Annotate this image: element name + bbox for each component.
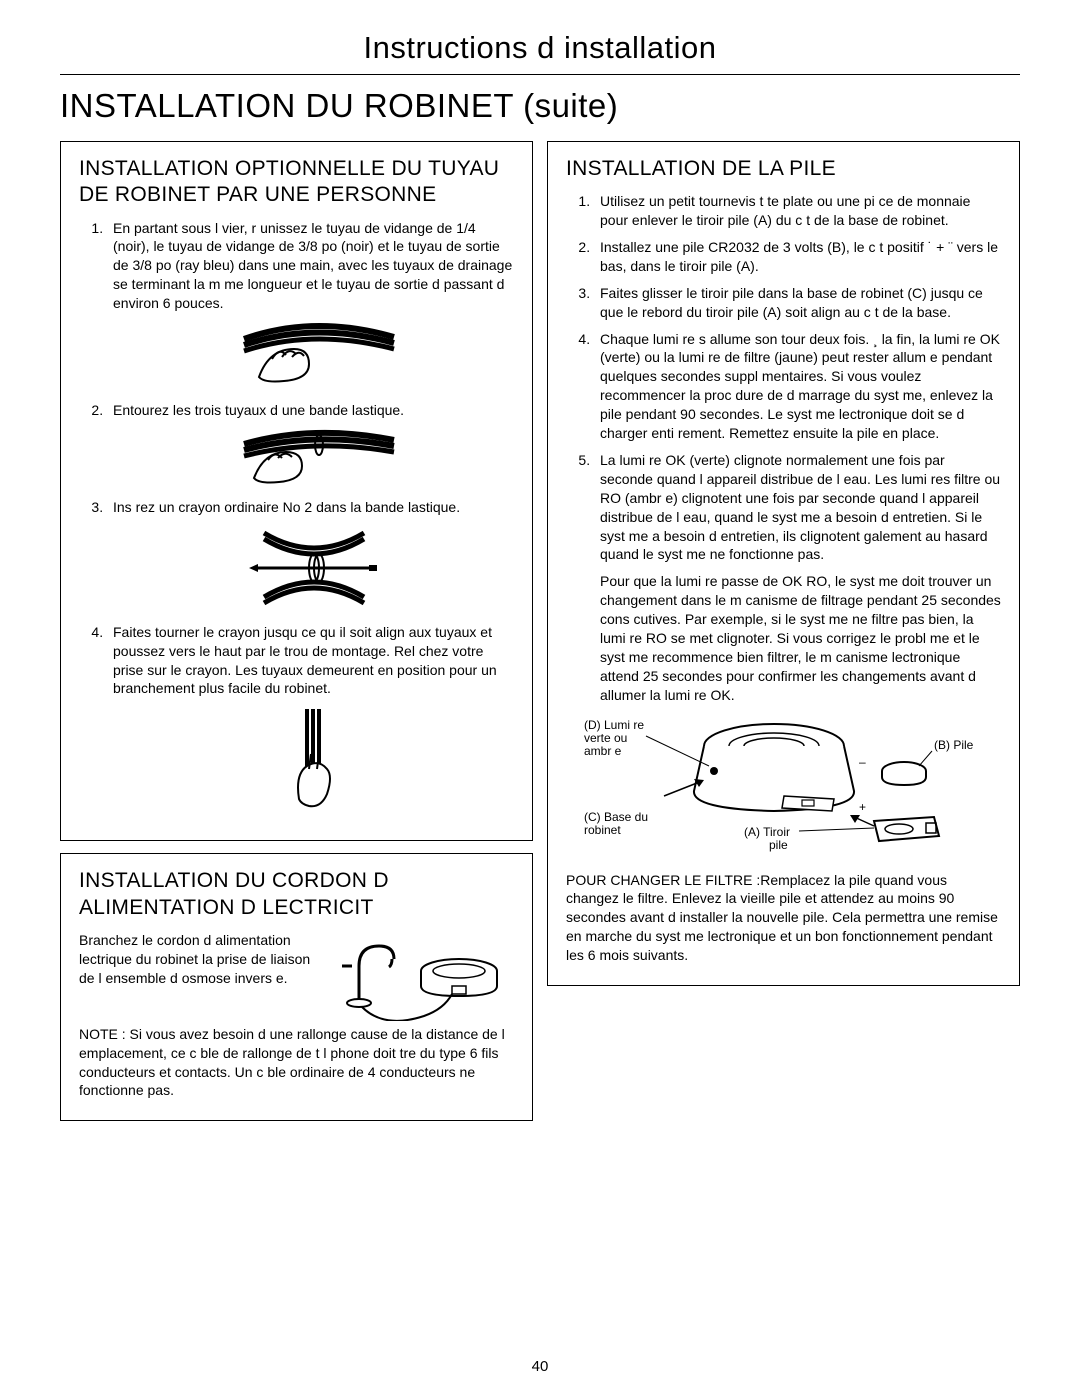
left-column: INSTALLATION OPTIONNELLE DU TUYAU DE ROB… [60, 141, 533, 1121]
svg-text:–: – [859, 755, 866, 769]
step-item: En partant sous l vier, r unissez le tuy… [107, 219, 514, 391]
step-list: En partant sous l vier, r unissez le tuy… [79, 219, 514, 815]
step-item: Chaque lumi re s allume son tour deux fo… [594, 330, 1001, 443]
box-title: INSTALLATION DE LA PILE [566, 156, 1001, 182]
label-d: (D) Lumi re verte ou ambr e [584, 718, 647, 758]
page-header-title: Instructions d installation [60, 30, 1020, 66]
box-optional-hose-install: INSTALLATION OPTIONNELLE DU TUYAU DE ROB… [60, 141, 533, 841]
step-text: Entourez les trois tuyaux d une bande la… [113, 402, 404, 418]
step-text: Faites tourner le crayon jusqu ce qu il … [113, 624, 497, 697]
pencil-band-illustration [234, 523, 394, 613]
battery-base-diagram: – + (D) Lumi re verte ou ambr e (B) Pile… [574, 711, 994, 861]
cord-paragraph: Branchez le cordon d alimentation lectri… [79, 931, 322, 988]
label-c: (C) Base du robinet [584, 810, 651, 837]
hand-push-illustration [269, 704, 359, 814]
step-item: Installez une pile CR2032 de 3 volts (B)… [594, 238, 1001, 276]
extra-paragraph: Pour que la lumi re passe de OK RO, le s… [600, 572, 1001, 704]
step-item: Faites glisser le tiroir pile dans la ba… [594, 284, 1001, 322]
cord-note: NOTE : Si vous avez besoin d une rallong… [79, 1025, 514, 1101]
main-section-title: INSTALLATION DU ROBINET (suite) [60, 87, 1020, 125]
hand-tubes-illustration-2 [224, 426, 404, 488]
step-item: Utilisez un petit tournevis t te plate o… [594, 192, 1001, 230]
step-text: Ins rez un crayon ordinaire No 2 dans la… [113, 499, 460, 515]
step-item: La lumi re OK (verte) clignote normaleme… [594, 451, 1001, 564]
filter-change-note: POUR CHANGER LE FILTRE :Remplacez la pil… [566, 871, 1001, 965]
two-column-layout: INSTALLATION OPTIONNELLE DU TUYAU DE ROB… [60, 141, 1020, 1121]
step-item: Entourez les trois tuyaux d une bande la… [107, 401, 514, 488]
step-list: Utilisez un petit tournevis t te plate o… [566, 192, 1001, 564]
step-item: Ins rez un crayon ordinaire No 2 dans la… [107, 498, 514, 613]
faucet-base-cord-illustration [334, 931, 514, 1021]
svg-text:+: + [859, 800, 866, 814]
step-item: Faites tourner le crayon jusqu ce qu il … [107, 623, 514, 815]
box-battery-install: INSTALLATION DE LA PILE Utilisez un peti… [547, 141, 1020, 986]
label-b: (B) Pile [934, 738, 974, 752]
box-power-cord-install: INSTALLATION DU CORDON D ALIMENTATION D … [60, 853, 533, 1121]
page-number: 40 [0, 1358, 1080, 1375]
box-title: INSTALLATION OPTIONNELLE DU TUYAU DE ROB… [79, 156, 514, 209]
right-column: INSTALLATION DE LA PILE Utilisez un peti… [547, 141, 1020, 1121]
step-text: En partant sous l vier, r unissez le tuy… [113, 220, 512, 312]
header-rule [60, 74, 1020, 75]
hand-tubes-illustration-1 [224, 319, 404, 391]
box-title: INSTALLATION DU CORDON D ALIMENTATION D … [79, 868, 514, 921]
label-a: (A) Tiroir pile [744, 825, 793, 852]
